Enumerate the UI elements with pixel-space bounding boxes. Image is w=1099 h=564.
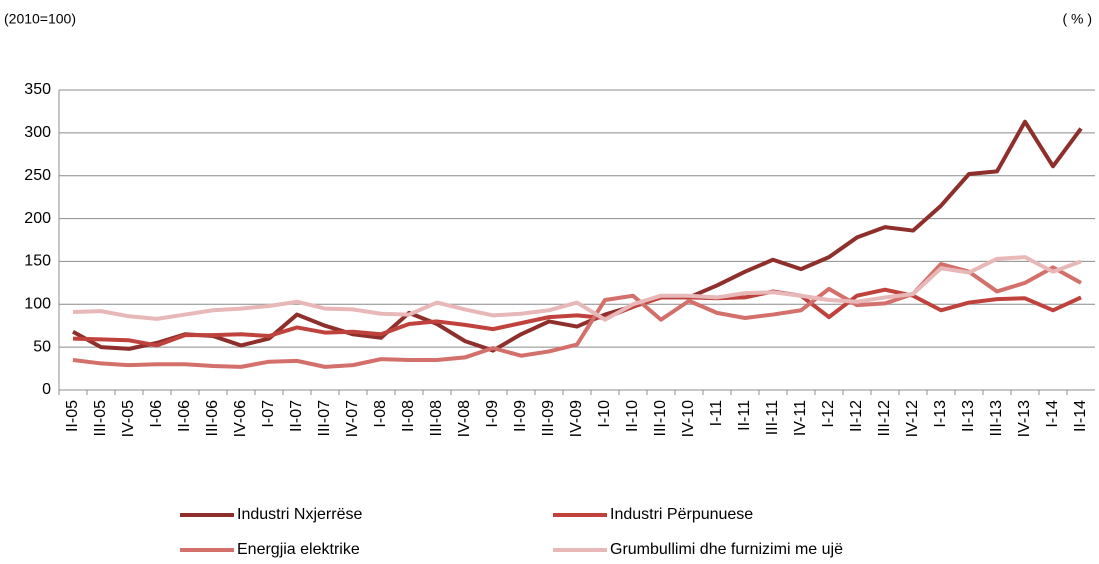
x-tick-label: II-14 [1072,400,1089,432]
x-tick-label: I-10 [596,400,613,428]
x-tick-label: IV-05 [120,400,137,437]
y-tick-label: 300 [24,124,51,141]
y-tick-label: 250 [24,167,51,184]
x-tick-label: II-12 [848,400,865,432]
x-tick-label: I-07 [260,400,277,428]
x-tick-label: IV-13 [1016,400,1033,437]
y-tick-label: 100 [24,296,51,313]
x-tick-label: III-07 [316,400,333,437]
x-tick-label: I-06 [148,400,165,428]
x-tick-label: II-08 [400,400,417,432]
x-tick-label: II-10 [624,400,641,432]
x-tick-label: III-12 [876,400,893,437]
x-tick-label: IV-09 [568,400,585,437]
unit-label: ( % ) [1062,11,1092,27]
x-tick-label: I-09 [484,400,501,428]
y-tick-label: 0 [42,381,51,398]
x-tick-label: I-08 [372,400,389,428]
x-tick-label: IV-11 [792,400,809,436]
x-tick-label: II-06 [176,400,193,432]
y-tick-label: 150 [24,253,51,270]
y-tick-label: 50 [33,338,51,355]
legend-label: Energjia elektrike [237,541,360,558]
x-tick-label: II-09 [512,400,529,432]
x-tick-label: II-11 [736,400,753,431]
x-tick-label: III-09 [540,400,557,437]
x-tick-label: III-11 [764,400,781,435]
y-tick-label: 200 [24,210,51,227]
x-tick-label: IV-10 [680,400,697,437]
legend-label: Grumbullimi dhe furnizimi me ujë [610,541,843,558]
series-line [72,255,1082,322]
subtitle: (2010=100) [4,11,76,27]
x-tick-label: III-10 [652,400,669,437]
x-tick-label: II-05 [64,400,81,432]
x-tick-label: IV-08 [456,400,473,437]
legend-label: Industri Përpunuese [610,506,753,523]
x-tick-label: III-13 [988,400,1005,437]
series-line [72,287,1082,348]
x-tick-label: IV-06 [232,400,249,437]
legend-label: Industri Nxjerrëse [237,506,362,523]
x-tick-label: III-05 [92,400,109,437]
x-tick-label: II-07 [288,400,305,432]
x-tick-label: I-11 [708,400,725,426]
x-tick-label: II-13 [960,400,977,432]
series-line [72,119,1083,353]
x-tick-label: I-13 [932,400,949,428]
x-tick-label: III-08 [428,400,445,437]
x-tick-label: IV-12 [904,400,921,437]
y-tick-label: 350 [24,81,51,98]
x-tick-label: I-12 [820,400,837,428]
x-tick-label: IV-07 [344,400,361,437]
x-tick-label: I-14 [1044,400,1061,428]
x-tick-label: III-06 [204,400,221,437]
